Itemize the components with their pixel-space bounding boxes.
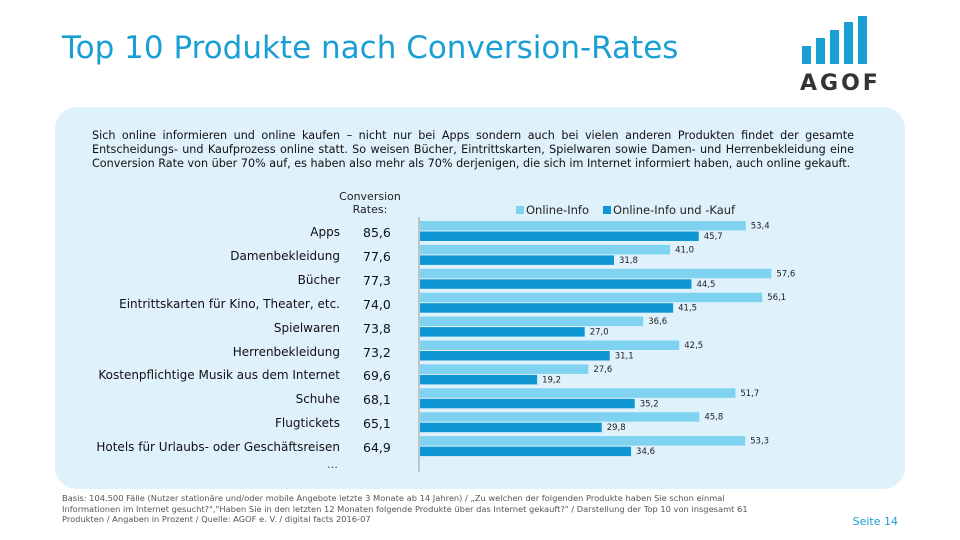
bar-online-kauf bbox=[420, 303, 674, 313]
page-number: Seite 14 bbox=[852, 515, 898, 528]
data-label: 35,2 bbox=[640, 399, 659, 409]
data-label: 41,0 bbox=[675, 245, 694, 255]
category-label: Flugtickets bbox=[275, 416, 340, 431]
conversion-header-line1: Conversion bbox=[339, 190, 401, 203]
conversion-rate-value: 74,0 bbox=[363, 296, 391, 312]
legend-swatch-online-kauf bbox=[603, 206, 612, 214]
more-indicator: … bbox=[327, 458, 338, 471]
bar-online-info bbox=[420, 364, 589, 374]
bar-online-info bbox=[420, 340, 680, 350]
bar-online-info bbox=[420, 316, 644, 327]
legend-item: Online-Info und -Kauf bbox=[603, 203, 735, 217]
category-label: Spielwaren bbox=[273, 320, 340, 335]
bar-online-info bbox=[420, 244, 671, 255]
conversion-rate-value: 73,2 bbox=[363, 344, 391, 360]
category-label: Damenbekleidung bbox=[230, 248, 340, 263]
footer-source: Basis: 104.500 Fälle (Nutzer stationäre … bbox=[62, 493, 748, 524]
category-label: Schuhe bbox=[295, 392, 340, 407]
data-label: 53,4 bbox=[751, 222, 770, 232]
bar-online-kauf bbox=[420, 446, 632, 457]
logo-bar bbox=[858, 16, 867, 64]
category-label: Bücher bbox=[297, 272, 340, 287]
bar-online-kauf bbox=[420, 255, 614, 265]
data-label: 45,7 bbox=[704, 232, 723, 242]
legend-item: Online-Info bbox=[516, 203, 589, 217]
data-label: 44,5 bbox=[696, 280, 715, 290]
conversion-rates-header: Conversion Rates: bbox=[330, 190, 410, 216]
category-label: Eintrittskarten für Kino, Theater, etc. bbox=[119, 296, 340, 311]
category-label: Apps bbox=[310, 225, 340, 239]
chart-legend: Online-Info Online-Info und -Kauf bbox=[516, 203, 735, 217]
bar-online-kauf bbox=[420, 374, 538, 385]
data-label: 27,6 bbox=[593, 365, 612, 375]
category-label: Herrenbekleidung bbox=[232, 344, 340, 359]
data-label: 36,6 bbox=[648, 317, 667, 327]
legend-swatch-online-info bbox=[516, 206, 524, 214]
data-label: 29,8 bbox=[607, 423, 626, 433]
intro-text: Sich online informieren und online kaufe… bbox=[92, 129, 854, 170]
logo-bar bbox=[802, 46, 811, 64]
data-label: 57,6 bbox=[776, 269, 795, 279]
data-label: 31,8 bbox=[619, 256, 638, 266]
bar-online-info bbox=[420, 268, 772, 279]
bar-online-kauf bbox=[420, 351, 610, 361]
bar-online-info bbox=[420, 412, 700, 422]
bar-online-info bbox=[420, 436, 746, 446]
data-label: 51,7 bbox=[740, 389, 759, 399]
conversion-rate-value: 69,6 bbox=[363, 368, 391, 384]
logo-bar bbox=[816, 38, 825, 64]
category-label: Hotels für Urlaubs- oder Geschäftsreisen bbox=[96, 440, 340, 455]
bar-online-info bbox=[420, 221, 746, 231]
data-label: 31,1 bbox=[615, 352, 634, 362]
logo-bar bbox=[844, 22, 853, 64]
data-label: 53,3 bbox=[750, 437, 769, 447]
agof-logo: AGOF bbox=[800, 16, 881, 96]
data-label: 19,2 bbox=[542, 375, 561, 385]
bar-online-kauf bbox=[420, 327, 585, 337]
category-label: Kostenpflichtige Musik aus dem Internet bbox=[98, 368, 340, 383]
logo-text: AGOF bbox=[800, 71, 881, 96]
bar-online-info bbox=[420, 292, 763, 303]
data-label: 34,6 bbox=[636, 447, 655, 457]
conversion-rate-value: 77,6 bbox=[363, 248, 391, 264]
conversion-rate-value: 77,3 bbox=[363, 272, 391, 288]
data-label: 42,5 bbox=[684, 341, 703, 351]
bar-online-kauf bbox=[420, 422, 602, 433]
conversion-rate-value: 73,8 bbox=[363, 320, 391, 336]
bar-online-kauf bbox=[420, 279, 692, 289]
conversion-rate-value: 68,1 bbox=[363, 392, 391, 408]
logo-bar bbox=[830, 30, 839, 64]
data-label: 27,0 bbox=[590, 328, 609, 338]
page-title: Top 10 Produkte nach Conversion-Rates bbox=[62, 30, 679, 66]
bar-online-info bbox=[420, 388, 736, 398]
bar-online-kauf bbox=[420, 231, 699, 241]
conversion-rate-value: 65,1 bbox=[363, 416, 391, 432]
data-label: 45,8 bbox=[704, 413, 723, 423]
conversion-rate-value: 64,9 bbox=[363, 440, 391, 456]
legend-label: Online-Info und -Kauf bbox=[613, 203, 736, 217]
conversion-rate-value: 85,6 bbox=[363, 225, 391, 240]
legend-label: Online-Info bbox=[526, 203, 590, 217]
bar-online-kauf bbox=[420, 398, 635, 409]
conversion-header-line2: Rates: bbox=[352, 203, 388, 216]
data-label: 56,1 bbox=[767, 293, 786, 303]
data-label: 41,5 bbox=[678, 304, 697, 314]
